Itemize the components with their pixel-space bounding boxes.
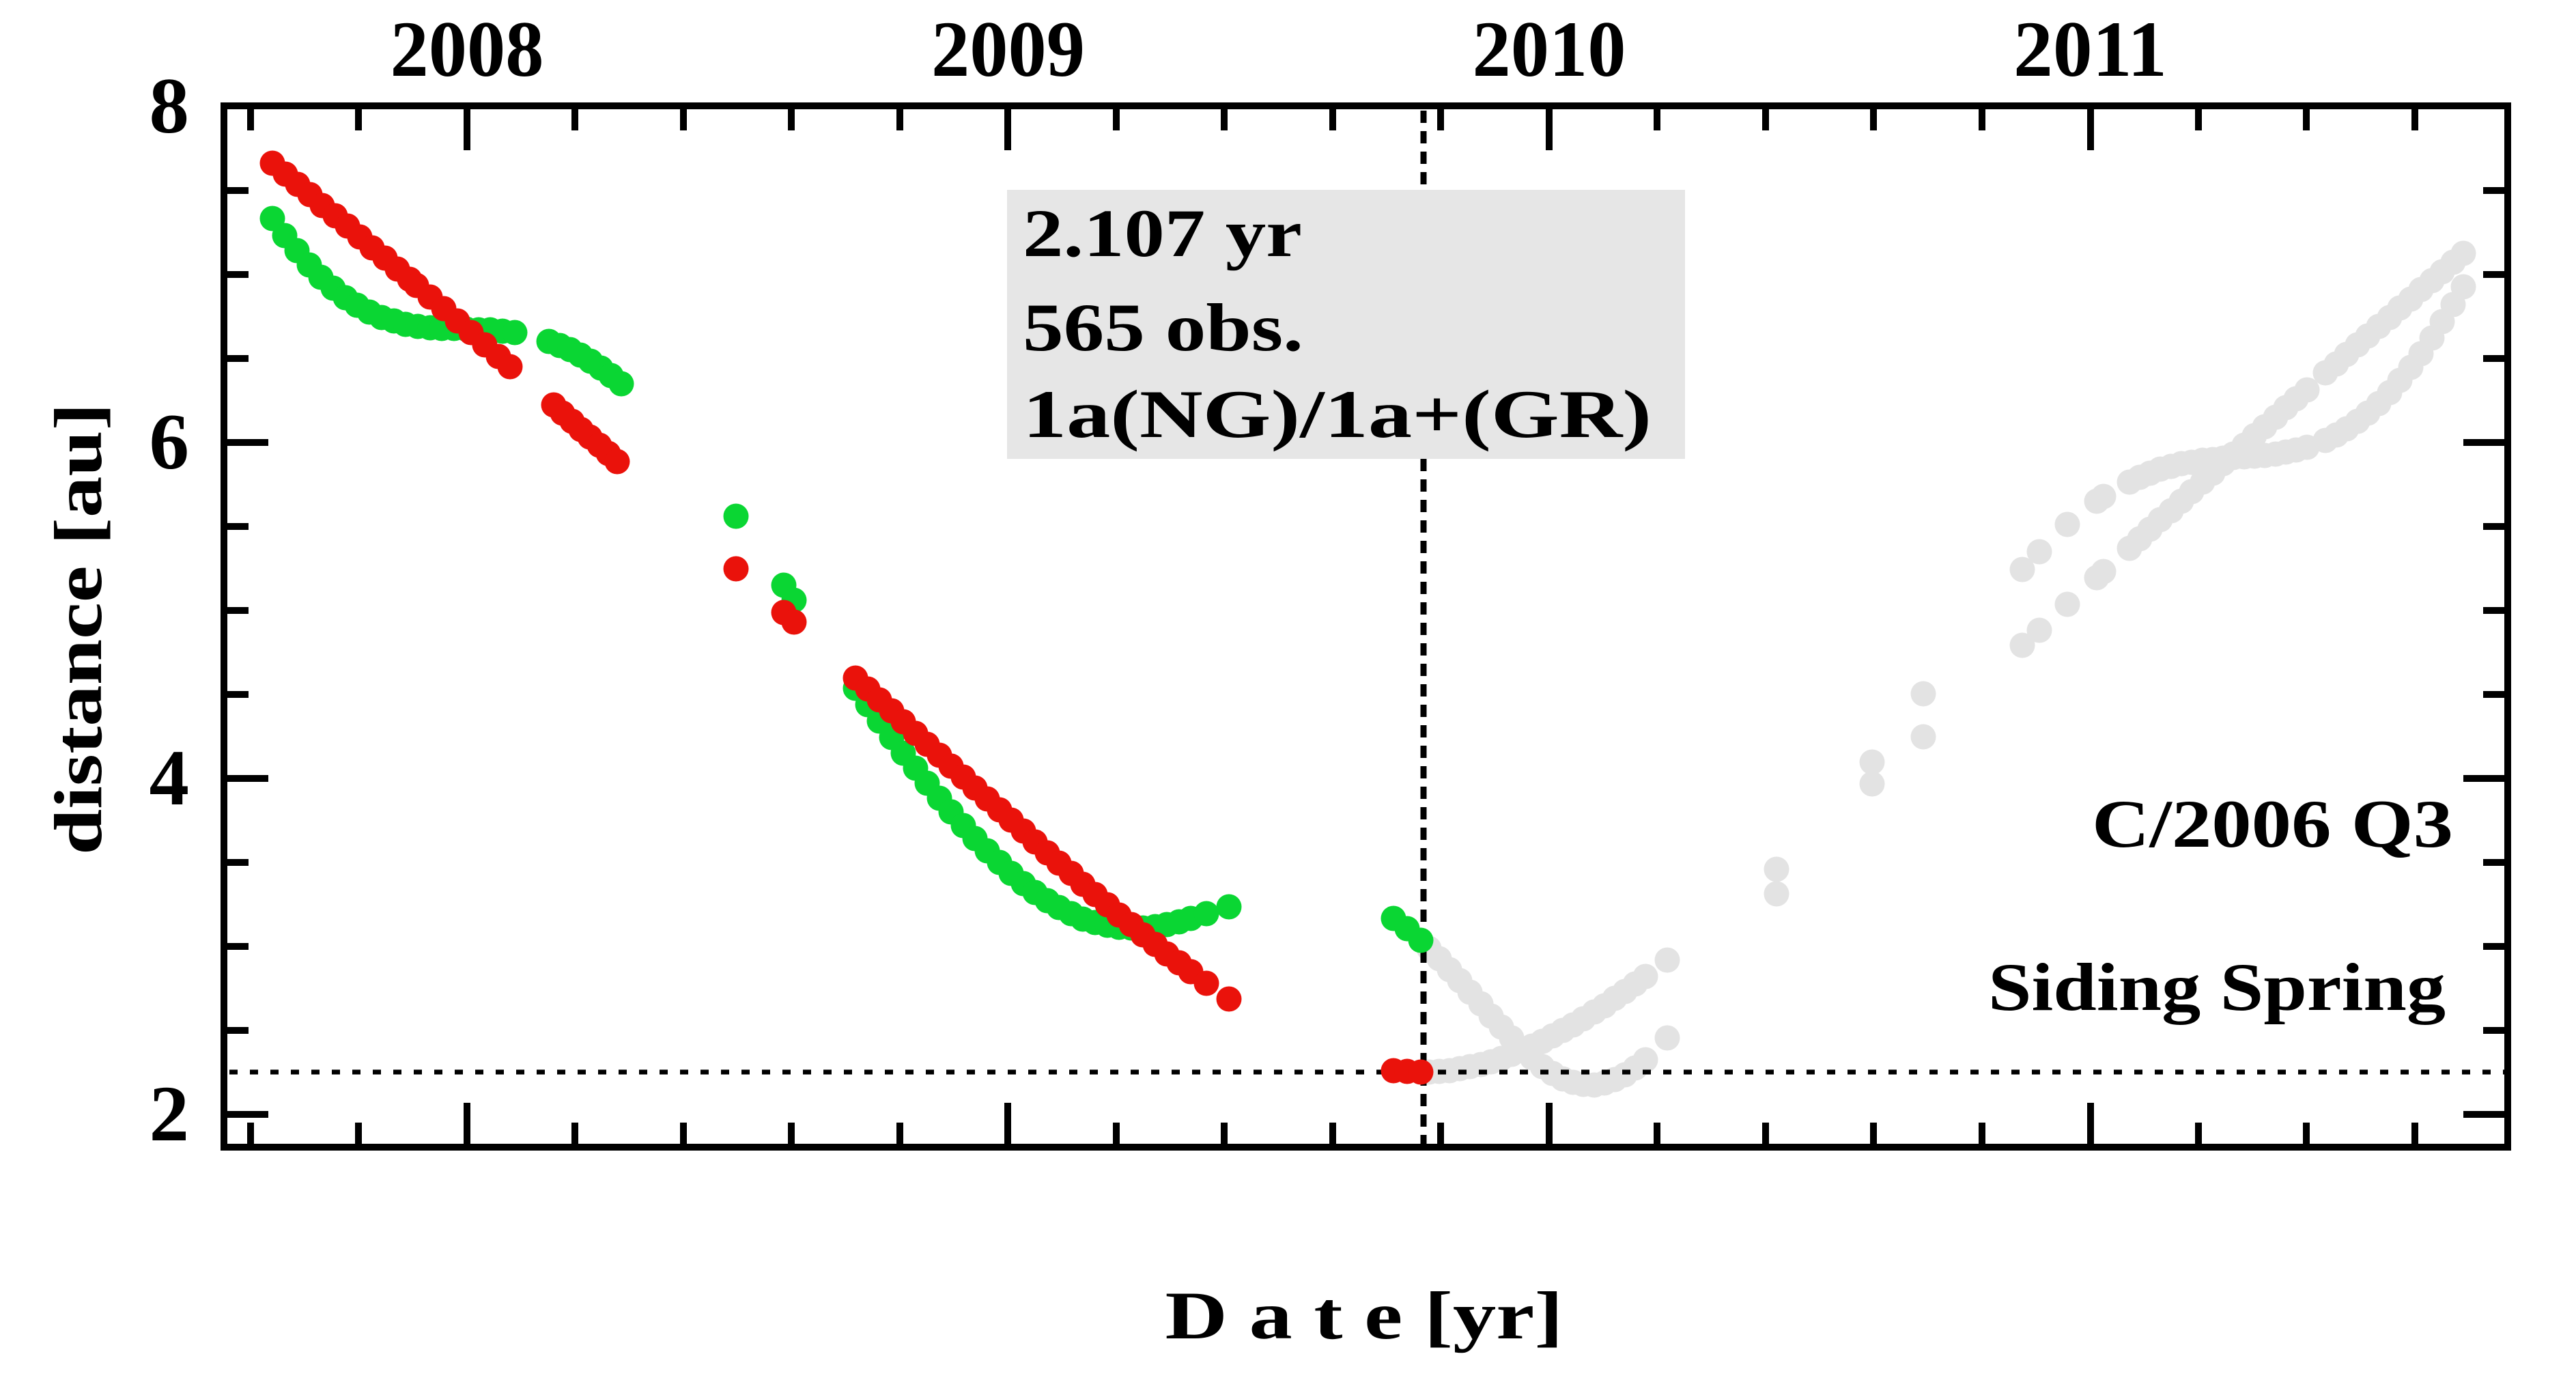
svg-text:D a t e [yr]: D a t e [yr]	[1165, 1278, 1563, 1353]
svg-text:C/2006 Q3: C/2006 Q3	[2092, 786, 2453, 862]
svg-text:8: 8	[150, 62, 190, 150]
svg-text:distance [au]: distance [au]	[40, 403, 116, 855]
svg-text:6: 6	[150, 398, 190, 486]
svg-text:2: 2	[150, 1070, 190, 1158]
svg-text:2011: 2011	[2013, 5, 2167, 94]
svg-text:Siding Spring: Siding Spring	[1988, 949, 2446, 1025]
svg-text:2.107 yr: 2.107 yr	[1023, 195, 1302, 271]
svg-text:2009: 2009	[931, 5, 1085, 94]
svg-text:4: 4	[150, 734, 190, 822]
svg-text:2008: 2008	[391, 5, 544, 94]
svg-text:565 obs.: 565 obs.	[1023, 290, 1303, 365]
svg-text:1a(NG)/1a+(GR): 1a(NG)/1a+(GR)	[1023, 376, 1652, 452]
svg-text:2010: 2010	[1473, 5, 1626, 94]
